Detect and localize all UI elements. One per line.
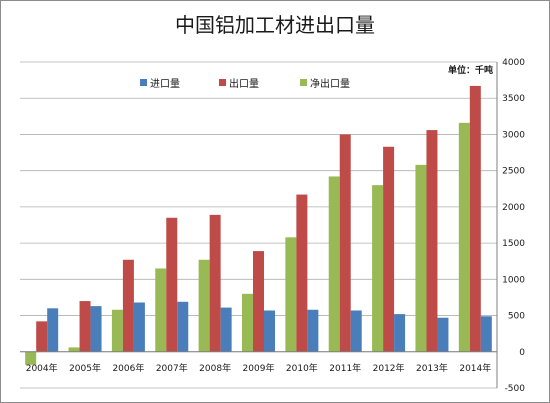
bar-1-0 [36, 321, 48, 352]
bar-0-5 [242, 293, 253, 352]
y-tick-label-0: -500 [505, 384, 526, 394]
y-tick-label-5: 2000 [502, 203, 525, 213]
x-tick-label-3: 2007年 [156, 362, 188, 374]
bar-2-5 [264, 310, 275, 352]
bar-0-0 [25, 351, 37, 365]
bar-2-0 [47, 308, 59, 352]
bar-1-8 [383, 146, 395, 352]
bar-1-3 [166, 217, 178, 352]
bar-1-4 [209, 214, 221, 352]
bar-1-7 [339, 134, 351, 352]
x-tick-label-5: 2009年 [243, 362, 275, 374]
x-tick-label-4: 2008年 [199, 362, 231, 374]
bar-0-10 [458, 122, 470, 352]
bar-1-1 [79, 301, 91, 352]
y-tick-label-8: 3500 [502, 94, 525, 104]
bar-2-10 [480, 316, 492, 352]
bar-0-7 [328, 176, 340, 352]
y-tick-labels: -500 0 500 1000 1500 2000 2500 3000 3500 4000 [502, 58, 525, 394]
bar-2-9 [437, 317, 449, 352]
bar-2-6 [307, 309, 319, 352]
y-tick-label-2: 500 [508, 312, 525, 322]
x-tick-label-7: 2011年 [329, 362, 361, 374]
bar-1-2 [122, 259, 134, 352]
y-tick-label-6: 2500 [502, 167, 525, 177]
bar-0-8 [372, 185, 384, 352]
bar-0-9 [415, 164, 427, 352]
bar-0-3 [155, 268, 167, 352]
bar-2-1 [90, 306, 102, 352]
bar-2-3 [177, 301, 189, 352]
axes [20, 62, 498, 388]
legend-swatch-0 [140, 79, 147, 86]
x-tick-label-9: 2013年 [416, 362, 448, 374]
bar-2-7 [350, 310, 362, 352]
legend: 进口量 出口量 净出口量 [140, 77, 350, 90]
bar-1-10 [469, 85, 481, 352]
x-tick-label-0: 2004年 [26, 362, 58, 374]
x-tick-label-6: 2010年 [286, 362, 318, 374]
bar-1-9 [426, 130, 438, 352]
x-tick-label-2: 2006年 [112, 362, 144, 374]
bar-0-4 [198, 259, 210, 352]
bar-0-6 [285, 237, 297, 352]
bar-0-1 [68, 347, 80, 352]
legend-swatch-1 [219, 79, 226, 86]
bar-2-2 [133, 302, 145, 352]
x-tick-labels: 2004年 2005年 2006年 2007年 2008年 2009年 2010年 2011年… [26, 362, 492, 374]
legend-label-1: 出口量 [229, 77, 259, 90]
y-tick-label-9: 4000 [502, 58, 525, 68]
y-tick-label-4: 1500 [502, 239, 525, 249]
bar-2-8 [394, 314, 406, 352]
y-tick-label-7: 3000 [502, 130, 525, 140]
unit-label: 单位：千吨 [448, 64, 493, 76]
y-tick-label-3: 1000 [502, 275, 525, 285]
y-tick-label-1: 0 [519, 348, 525, 358]
x-tick-label-8: 2012年 [373, 362, 405, 374]
x-tick-label-1: 2005年 [69, 362, 101, 374]
bar-2-4 [220, 307, 232, 352]
x-tick-label-10: 2014年 [459, 362, 491, 374]
legend-label-0: 进口量 [150, 78, 180, 90]
bars [25, 85, 492, 365]
bar-1-5 [253, 251, 264, 352]
bar-1-6 [296, 194, 308, 352]
legend-swatch-2 [300, 79, 307, 86]
legend-label-2: 净出口量 [310, 77, 350, 90]
chart-title: 中国铝加工材进出口量 [175, 13, 375, 37]
bar-0-2 [111, 309, 123, 352]
